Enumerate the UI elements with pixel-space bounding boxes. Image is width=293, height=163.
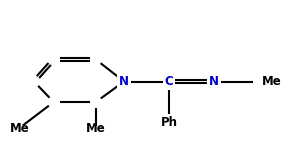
Text: Ph: Ph: [161, 116, 178, 129]
Text: N: N: [119, 75, 129, 88]
Text: N: N: [119, 75, 129, 88]
Text: Me: Me: [10, 122, 30, 135]
Text: Me: Me: [86, 122, 106, 135]
Text: N: N: [209, 75, 219, 88]
Text: N: N: [209, 75, 219, 88]
Text: C: C: [165, 75, 173, 88]
Text: C: C: [165, 75, 173, 88]
Text: Me: Me: [262, 75, 282, 88]
